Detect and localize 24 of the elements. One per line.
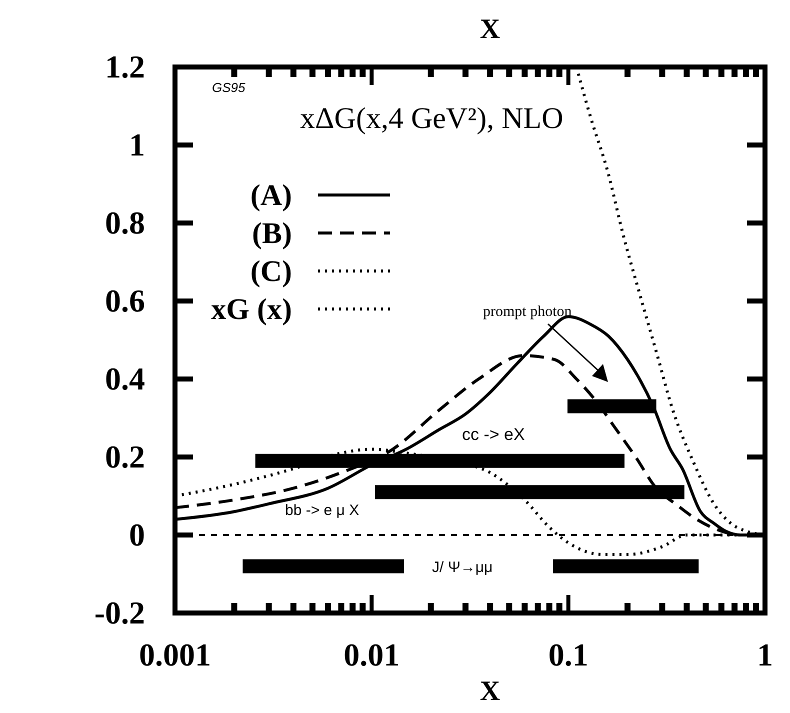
annotation: GS95 <box>212 80 246 95</box>
y-tick-label: 1.2 <box>105 48 145 84</box>
legend-label: (C) <box>250 255 292 288</box>
x-tick-label: 0.001 <box>139 636 211 673</box>
annotation: prompt photon <box>483 304 572 320</box>
x-tick-label: 1 <box>757 636 773 673</box>
y-tick-label: 1 <box>129 126 145 162</box>
legend-label: xG (x) <box>211 293 292 326</box>
legend-title: xΔG(x,4 GeV²), NLO <box>300 102 564 135</box>
x-tick-label: 0.01 <box>344 636 400 673</box>
y-tick-label: 0.6 <box>105 282 145 318</box>
y-tick-label: -0.2 <box>94 594 145 630</box>
y-tick-label: 0.2 <box>105 438 145 474</box>
annotation: bb -> e μ X <box>285 502 360 519</box>
legend-label: (A) <box>250 179 292 212</box>
y-tick-label: 0.4 <box>105 360 145 396</box>
annotation: J/ Ψ→μμ <box>432 559 493 576</box>
legend-label: (B) <box>252 217 292 250</box>
x-tick-label: 0.1 <box>548 636 588 673</box>
x-axis-title: X <box>480 676 500 707</box>
annotation: cc -> eX <box>462 425 525 444</box>
y-tick-label: 0.8 <box>105 204 145 240</box>
chart-title: X <box>480 14 500 45</box>
y-tick-label: 0 <box>129 516 145 552</box>
